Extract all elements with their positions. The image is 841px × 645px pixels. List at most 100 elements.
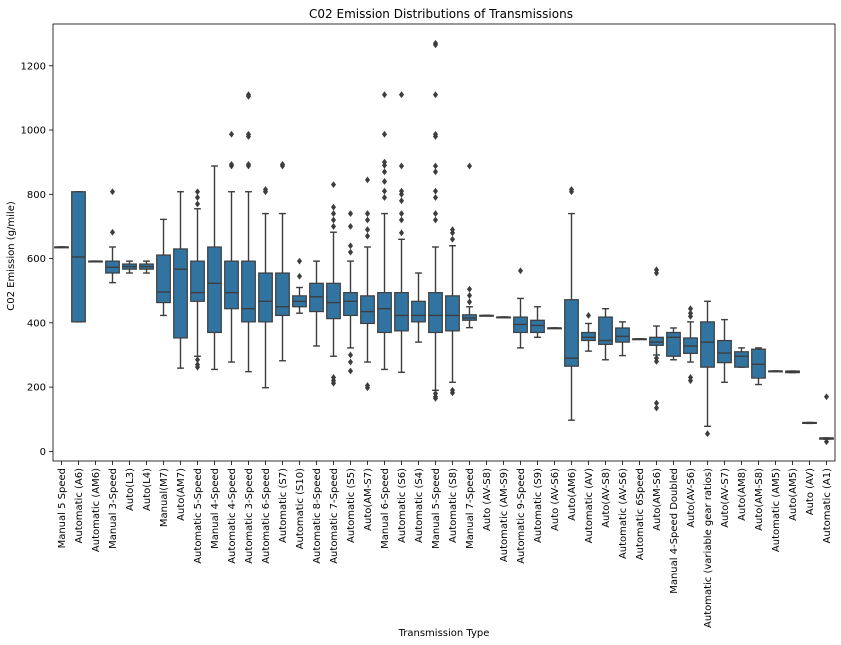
box-group bbox=[445, 226, 460, 397]
x-tick-label: Auto(AM-S6) bbox=[652, 468, 663, 531]
box bbox=[564, 299, 579, 367]
box-group bbox=[105, 188, 120, 284]
chart-title: C02 Emission Distributions of Transmissi… bbox=[309, 7, 573, 21]
x-tick-label: Automatic (AV-S6) bbox=[618, 468, 629, 559]
box-group bbox=[411, 272, 426, 343]
outlier-point bbox=[432, 216, 439, 224]
outlier-point bbox=[398, 190, 405, 198]
x-tick-label: Manual 7-Speed bbox=[465, 468, 476, 549]
box bbox=[343, 292, 358, 317]
box-group bbox=[530, 306, 545, 338]
y-axis-label: C02 Emission (g/mile) bbox=[6, 201, 17, 311]
outlier-point bbox=[109, 228, 116, 236]
outlier-point bbox=[347, 210, 354, 217]
outlier-point bbox=[568, 186, 575, 193]
box-group bbox=[241, 91, 256, 373]
outlier-point bbox=[194, 200, 201, 208]
y-tick-label: 1000 bbox=[21, 126, 46, 137]
outlier-point bbox=[364, 384, 371, 392]
x-tick-label: Automatic (S9) bbox=[533, 468, 544, 543]
outlier-point bbox=[381, 168, 388, 176]
outlier-point bbox=[347, 248, 354, 256]
box bbox=[734, 351, 749, 368]
outlier-point bbox=[466, 285, 473, 293]
y-tick-label: 400 bbox=[27, 318, 46, 329]
box-group bbox=[207, 165, 222, 371]
box-group bbox=[71, 191, 86, 323]
outlier-point bbox=[330, 203, 337, 211]
box-group bbox=[819, 393, 834, 446]
y-tick-label: 1200 bbox=[21, 61, 46, 72]
outlier-point bbox=[449, 229, 456, 237]
box-group bbox=[496, 316, 511, 319]
box-group bbox=[139, 260, 154, 274]
box-group bbox=[666, 327, 681, 361]
x-tick-label: Auto (AV) bbox=[805, 468, 816, 515]
outlier-point bbox=[687, 313, 694, 320]
outlier-point bbox=[364, 226, 371, 234]
x-tick-label: Automatic (AM-S9) bbox=[499, 468, 510, 562]
outlier-point bbox=[432, 41, 439, 49]
box bbox=[530, 319, 545, 334]
outlier-point bbox=[432, 168, 439, 176]
outlier-point bbox=[364, 216, 371, 224]
plot-area bbox=[54, 39, 834, 446]
outlier-point bbox=[653, 357, 660, 365]
x-tick-label: Auto(L4) bbox=[142, 468, 153, 511]
outlier-point bbox=[398, 162, 405, 170]
x-tick-label: Automatic (S10) bbox=[295, 468, 306, 549]
box-group bbox=[632, 338, 647, 341]
x-tick-label: Automatic 3-Speed bbox=[244, 468, 255, 564]
outlier-point bbox=[381, 194, 388, 201]
x-tick-label: Automatic 5-Speed bbox=[193, 468, 204, 564]
box bbox=[598, 316, 613, 345]
x-tick-label: Automatic (S4) bbox=[414, 468, 425, 543]
outlier-point bbox=[347, 242, 354, 250]
box bbox=[445, 295, 460, 332]
y-tick-label: 200 bbox=[27, 383, 46, 394]
box-group bbox=[649, 266, 664, 412]
x-tick-label: Auto(AM-S7) bbox=[363, 468, 374, 531]
outlier-point bbox=[466, 162, 473, 170]
y-tick-label: 0 bbox=[40, 447, 46, 458]
box-group bbox=[581, 312, 596, 352]
box-group bbox=[615, 321, 630, 357]
x-tick-label: Automatic (variable gear ratios) bbox=[703, 468, 714, 628]
x-tick-label: Automatic (A6) bbox=[74, 468, 85, 544]
box-group bbox=[547, 327, 562, 330]
box bbox=[190, 260, 205, 302]
y-axis: 0 200 400 600 800 1000 1200 bbox=[21, 61, 53, 458]
x-tick-label: Auto(AV-S7) bbox=[720, 468, 731, 528]
box-group bbox=[785, 370, 800, 374]
outlier-point bbox=[449, 235, 456, 243]
x-tick-label: Auto (AV-S6) bbox=[550, 468, 561, 531]
outlier-point bbox=[330, 216, 337, 224]
outlier-point bbox=[364, 232, 371, 240]
outlier-point bbox=[823, 438, 830, 446]
x-tick-label: Auto(AV-S8) bbox=[601, 468, 612, 528]
outlier-point bbox=[398, 229, 405, 237]
box-group bbox=[394, 91, 409, 374]
x-axis-label: Transmission Type bbox=[398, 628, 490, 639]
outlier-point bbox=[432, 210, 439, 217]
box bbox=[156, 254, 171, 304]
box bbox=[224, 260, 239, 310]
box bbox=[717, 339, 732, 364]
box bbox=[649, 336, 664, 346]
outlier-point bbox=[228, 130, 235, 138]
box-group bbox=[683, 305, 698, 385]
outlier-point bbox=[687, 377, 694, 385]
outlier-point bbox=[194, 356, 201, 364]
box-group bbox=[700, 300, 715, 438]
outlier-point bbox=[449, 389, 456, 397]
outlier-point bbox=[330, 223, 337, 230]
x-tick-label: Manual 4-Speed Doubled bbox=[669, 468, 680, 594]
outlier-point bbox=[381, 178, 388, 185]
outlier-point bbox=[194, 363, 201, 371]
box bbox=[173, 248, 188, 339]
outlier-point bbox=[347, 351, 354, 359]
outlier-point bbox=[432, 194, 439, 201]
outlier-point bbox=[432, 91, 439, 99]
outlier-point bbox=[432, 133, 439, 140]
box-group bbox=[122, 260, 137, 274]
